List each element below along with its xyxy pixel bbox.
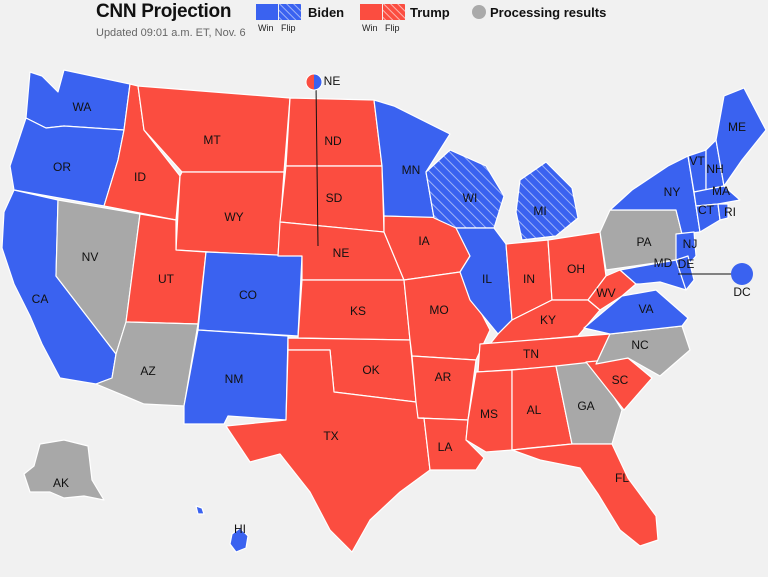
state-label-MN: MN: [402, 163, 421, 177]
state-label-IL: IL: [482, 272, 492, 286]
state-label-MS: MS: [480, 407, 498, 421]
state-label-KY: KY: [540, 313, 556, 327]
state-label-KS: KS: [350, 304, 366, 318]
legend-biden-win: Win: [258, 23, 274, 33]
state-label-NC: NC: [631, 338, 649, 352]
state-label-SC: SC: [612, 373, 629, 387]
legend-trump-win: Win: [362, 23, 378, 33]
state-label-NH: NH: [706, 162, 723, 176]
state-AR[interactable]: [411, 355, 477, 421]
state-label-AZ: AZ: [140, 364, 155, 378]
state-label-HI: HI: [234, 522, 246, 536]
state-label-DE: DE: [678, 257, 695, 271]
state-label-ND: ND: [324, 134, 342, 148]
legend-processing-label: Processing results: [490, 5, 607, 20]
state-label-NJ: NJ: [683, 237, 698, 251]
legend-trump-label: Trump: [410, 5, 450, 20]
state-TX[interactable]: [225, 349, 431, 553]
state-label-NM: NM: [225, 372, 244, 386]
state-label-VA: VA: [638, 302, 653, 316]
state-label-AK: AK: [53, 476, 69, 490]
updated-timestamp: Updated 09:01 a.m. ET, Nov. 6: [96, 27, 246, 39]
state-DE[interactable]: [675, 255, 695, 291]
state-FL[interactable]: [511, 443, 659, 547]
state-label-GA: GA: [577, 399, 594, 413]
state-label-TN: TN: [523, 347, 539, 361]
state-label-OK: OK: [362, 363, 379, 377]
trump-flip-swatch: [383, 4, 405, 20]
state-label-UT: UT: [158, 272, 175, 286]
biden-flip-swatch: [279, 4, 301, 20]
state-label-LA: LA: [438, 440, 453, 454]
legend-trump: Trump Win Flip: [360, 4, 470, 40]
state-label-WI: WI: [463, 191, 478, 205]
legend-trump-flip: Flip: [385, 23, 400, 33]
page-title: CNN Projection: [96, 1, 232, 22]
legend-biden-flip: Flip: [281, 23, 296, 33]
state-label-CT: CT: [698, 203, 715, 217]
ne-split-label: NE: [324, 74, 341, 88]
state-label-FL: FL: [615, 471, 629, 485]
state-label-IA: IA: [418, 234, 429, 248]
state-label-OR: OR: [53, 160, 71, 174]
state-HI[interactable]: [195, 505, 249, 553]
state-label-AR: AR: [435, 370, 452, 384]
state-AZ[interactable]: [95, 321, 199, 407]
state-label-MT: MT: [203, 133, 221, 147]
state-label-CO: CO: [239, 288, 257, 302]
state-DC[interactable]: [731, 263, 753, 285]
ne-split-marker[interactable]: [305, 73, 323, 91]
state-label-RI: RI: [724, 205, 736, 219]
header: CNN Projection Updated 09:01 a.m. ET, No…: [0, 0, 768, 44]
legend-biden: Biden Win Flip: [256, 4, 366, 40]
state-WI[interactable]: [425, 149, 505, 229]
state-RI[interactable]: [717, 203, 729, 221]
state-label-MI: MI: [533, 204, 546, 218]
state-label-AL: AL: [527, 403, 542, 417]
state-label-MA: MA: [712, 184, 730, 198]
state-label-NV: NV: [82, 250, 99, 264]
state-label-NE: NE: [333, 246, 350, 260]
trump-win-swatch: [360, 4, 382, 20]
state-label-ME: ME: [728, 120, 746, 134]
processing-swatch: [472, 5, 486, 19]
state-label-WA: WA: [73, 100, 92, 114]
state-label-WV: WV: [596, 286, 615, 300]
state-label-TX: TX: [323, 429, 338, 443]
state-MA[interactable]: [693, 185, 741, 207]
state-label-NY: NY: [664, 185, 681, 199]
legend-biden-label: Biden: [308, 5, 345, 20]
state-label-OH: OH: [567, 262, 585, 276]
state-label-MO: MO: [429, 303, 448, 317]
state-AK[interactable]: [23, 439, 105, 501]
ne-leader-line: [315, 83, 319, 247]
biden-win-swatch: [256, 4, 278, 20]
state-label-IN: IN: [523, 272, 535, 286]
state-label-ID: ID: [134, 170, 146, 184]
state-label-SD: SD: [326, 191, 343, 205]
state-label-WY: WY: [224, 210, 243, 224]
state-MI[interactable]: [515, 161, 579, 241]
state-label-VT: VT: [689, 154, 705, 168]
state-label-PA: PA: [636, 235, 651, 249]
state-label-DC: DC: [733, 285, 751, 299]
state-label-MD: MD: [654, 256, 673, 270]
state-label-CA: CA: [32, 292, 49, 306]
state-ND[interactable]: [285, 97, 383, 167]
legend-processing: Processing results: [472, 4, 622, 40]
